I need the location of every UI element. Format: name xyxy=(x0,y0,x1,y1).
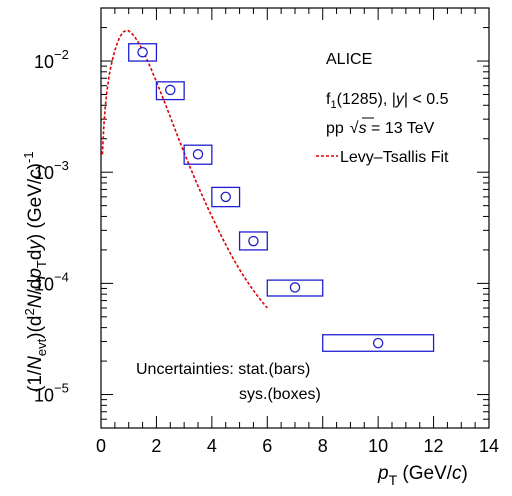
y-tick-label: 10−3 xyxy=(34,158,69,183)
data-point xyxy=(183,144,213,165)
sys-uncertainty-box xyxy=(155,81,185,101)
sys-uncertainty-box xyxy=(183,144,213,165)
x-tick-label: 8 xyxy=(318,436,328,456)
data-point xyxy=(211,186,241,208)
data-point xyxy=(266,279,324,297)
energy-label: pp √s = 13 TeV xyxy=(326,120,435,137)
data-marker xyxy=(248,235,259,247)
x-tick-label: 14 xyxy=(479,436,499,456)
data-marker xyxy=(289,282,301,293)
y-tick-label: 10−2 xyxy=(34,47,69,72)
sys-uncertainty-box xyxy=(211,186,241,208)
sys-uncertainty-box xyxy=(238,231,268,251)
data-point xyxy=(128,43,158,62)
y-tick-label: 10−4 xyxy=(34,269,69,294)
y-axis-title: (1/Nevt)(d2N/dpTdy) (GeV/c)-1 xyxy=(21,151,49,392)
uncertainty-sys-label: sys.(boxes) xyxy=(239,386,321,403)
experiment-label: ALICE xyxy=(326,51,372,68)
sys-uncertainty-box xyxy=(128,43,158,62)
fit-layer xyxy=(101,29,268,309)
sys-uncertainty-box xyxy=(266,279,324,297)
data-marker xyxy=(192,149,204,160)
data-marker xyxy=(165,84,176,96)
data-point xyxy=(238,231,268,251)
axes: 0 2 4 6 8 10 12 14 10−5 10−4 10−3 10−2 xyxy=(34,7,499,456)
x-tick-label: 2 xyxy=(151,436,161,456)
x-tick-label: 6 xyxy=(262,436,272,456)
data-marker xyxy=(220,191,231,203)
data-point xyxy=(322,334,435,352)
x-tick-label: 0 xyxy=(96,436,106,456)
levy-tsallis-fit-curve xyxy=(101,29,268,309)
particle-label: f1(1285), |y| < 0.5 xyxy=(326,91,449,111)
x-axis-title: pT (GeV/c) xyxy=(377,463,468,488)
sys-uncertainty-box xyxy=(322,334,435,352)
x-tick-label: 10 xyxy=(368,436,388,456)
uncertainty-stat-label: Uncertainties: stat.(bars) xyxy=(136,361,310,378)
data-marker xyxy=(137,46,148,58)
y-tick-label: 10−5 xyxy=(34,381,69,406)
x-tick-label: 4 xyxy=(207,436,217,456)
data-marker xyxy=(372,337,384,349)
data-point xyxy=(155,81,185,101)
x-tick-label: 12 xyxy=(424,436,444,456)
legend-fit-label: Levy–Tsallis Fit xyxy=(340,149,449,166)
data-points-layer xyxy=(128,43,435,352)
